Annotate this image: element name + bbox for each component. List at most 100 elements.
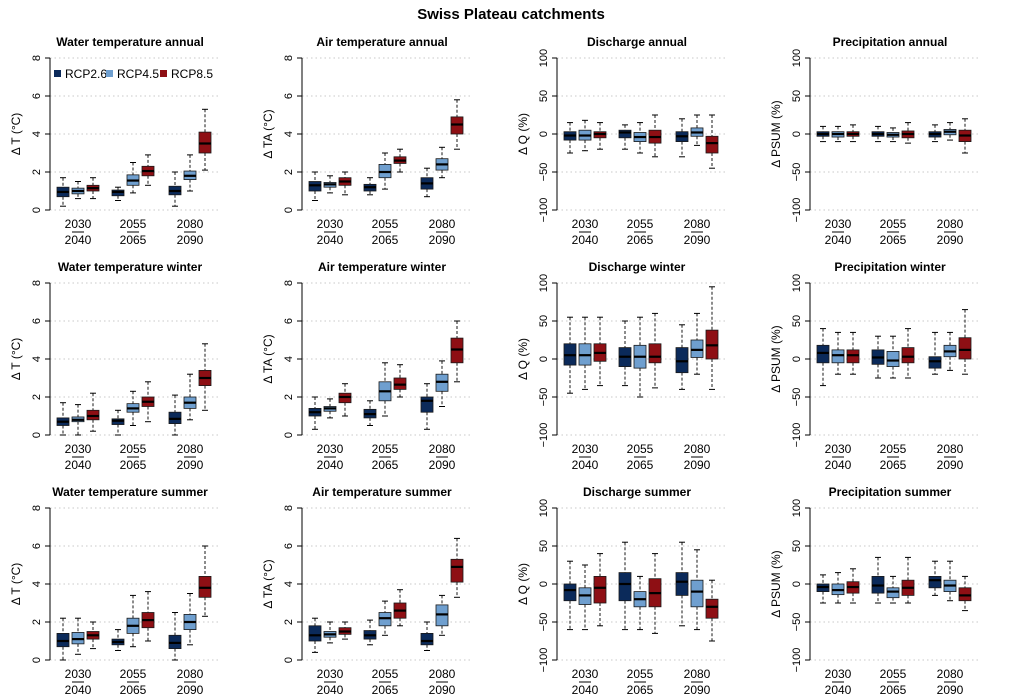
y-tick-label: 50	[538, 90, 550, 102]
x-tick-label-bottom: 2090	[177, 233, 204, 247]
y-tick-label: 6	[31, 543, 43, 549]
x-tick-label-bottom: 2040	[572, 683, 599, 694]
x-tick-label-top: 2055	[627, 442, 654, 456]
y-axis-label: Δ PSUM (%)	[769, 325, 783, 392]
x-tick-label-bottom: 2065	[627, 683, 654, 694]
y-axis-label: Δ Q (%)	[516, 113, 530, 155]
y-tick-label: −100	[538, 423, 550, 448]
x-tick-label-bottom: 2090	[177, 683, 204, 694]
y-tick-label: −50	[538, 388, 550, 407]
x-tick-label-top: 2030	[317, 442, 344, 456]
y-tick-label: 100	[791, 49, 803, 67]
x-tick-label-top: 2080	[429, 217, 456, 231]
box	[846, 349, 860, 364]
y-tick-label: 8	[283, 280, 295, 286]
y-tick-label: 6	[283, 318, 295, 324]
x-tick-label-bottom: 2040	[317, 683, 344, 694]
legend-swatch	[106, 70, 113, 77]
panel-title: Precipitation summer	[829, 485, 952, 499]
panel-title: Air temperature annual	[316, 35, 447, 49]
chart-panel: 0 2 4 6 8 Δ T (°C) Water temperature annual 203…	[9, 35, 220, 247]
x-tick-label-bottom: 2090	[429, 233, 456, 247]
legend-label: RCP8.5	[171, 67, 213, 81]
y-tick-label: 4	[283, 131, 295, 137]
box	[563, 583, 577, 602]
y-tick-label: 8	[283, 505, 295, 511]
x-tick-label-bottom: 2040	[825, 683, 852, 694]
x-tick-label-bottom: 2065	[372, 683, 399, 694]
y-axis-label: Δ T (°C)	[9, 563, 23, 606]
y-tick-label: 50	[538, 315, 550, 327]
y-tick-label: −50	[538, 163, 550, 182]
y-tick-label: 6	[31, 93, 43, 99]
legend-label: RCP4.5	[117, 67, 159, 81]
x-tick-label-top: 2055	[120, 667, 147, 681]
x-tick-label-top: 2055	[372, 667, 399, 681]
chart-panel: −100 −50 0 50 100 Δ Q (%) Discharge winter 2030…	[516, 260, 727, 472]
y-tick-label: 100	[791, 499, 803, 517]
chart-panel: −100 −50 0 50 100 Δ PSUM (%) Precipitation ann…	[769, 35, 980, 247]
y-tick-label: 0	[538, 356, 550, 362]
y-tick-label: 2	[31, 619, 43, 625]
x-tick-label-top: 2080	[937, 217, 964, 231]
box	[928, 576, 942, 589]
x-tick-label-top: 2030	[317, 217, 344, 231]
box	[690, 579, 704, 608]
x-tick-label-bottom: 2065	[372, 458, 399, 472]
x-tick-label-top: 2055	[880, 217, 907, 231]
legend-swatch	[160, 70, 167, 77]
box	[886, 587, 900, 599]
y-tick-label: 4	[31, 581, 43, 587]
y-axis-label: Δ T (°C)	[9, 113, 23, 156]
y-tick-label: −50	[791, 388, 803, 407]
y-tick-label: 100	[791, 274, 803, 292]
box	[593, 576, 607, 604]
y-axis-label: Δ TA (°C)	[261, 109, 275, 158]
x-tick-label-top: 2080	[429, 667, 456, 681]
x-tick-label-bottom: 2040	[572, 233, 599, 247]
x-tick-label-top: 2055	[627, 217, 654, 231]
y-tick-label: −100	[791, 423, 803, 448]
x-tick-label-bottom: 2090	[937, 233, 964, 247]
y-tick-label: −50	[791, 163, 803, 182]
x-tick-label-top: 2080	[177, 442, 204, 456]
x-tick-label-top: 2055	[880, 667, 907, 681]
y-axis-label: Δ PSUM (%)	[769, 550, 783, 617]
y-tick-label: 2	[283, 394, 295, 400]
chart-panel: 0 2 4 6 8 Δ TA (°C) Air temperature winter 2030…	[261, 260, 472, 472]
x-tick-label-bottom: 2065	[880, 233, 907, 247]
y-tick-label: 8	[31, 55, 43, 61]
x-tick-label-top: 2055	[120, 217, 147, 231]
x-tick-label-bottom: 2065	[120, 683, 147, 694]
y-tick-label: 50	[538, 540, 550, 552]
box	[958, 587, 972, 602]
box	[648, 343, 662, 364]
x-tick-label-bottom: 2090	[684, 458, 711, 472]
y-tick-label: 0	[31, 432, 43, 438]
x-tick-label-bottom: 2065	[120, 458, 147, 472]
legend-label: RCP2.6	[65, 67, 107, 81]
x-tick-label-top: 2030	[572, 217, 599, 231]
y-tick-label: 4	[283, 356, 295, 362]
chart-panel: 0 2 4 6 8 Δ TA (°C) Air temperature summer 2030…	[261, 485, 472, 694]
panel-title: Air temperature winter	[318, 260, 446, 274]
y-tick-label: 100	[538, 499, 550, 517]
box	[618, 129, 632, 139]
x-tick-label-bottom: 2065	[880, 683, 907, 694]
y-axis-label: Δ PSUM (%)	[769, 100, 783, 167]
panel-title: Precipitation annual	[833, 35, 948, 49]
y-tick-label: 8	[31, 505, 43, 511]
box	[928, 356, 942, 369]
box	[308, 625, 322, 642]
x-tick-label-top: 2030	[572, 442, 599, 456]
y-axis-label: Δ Q (%)	[516, 338, 530, 380]
y-tick-label: 4	[31, 356, 43, 362]
y-tick-label: −100	[538, 198, 550, 223]
x-tick-label-bottom: 2065	[627, 233, 654, 247]
x-tick-label-top: 2055	[120, 442, 147, 456]
box	[831, 349, 845, 364]
x-tick-label-bottom: 2090	[429, 683, 456, 694]
box	[705, 135, 719, 154]
panel-title: Water temperature annual	[56, 35, 204, 49]
panel-title: Water temperature winter	[58, 260, 203, 274]
